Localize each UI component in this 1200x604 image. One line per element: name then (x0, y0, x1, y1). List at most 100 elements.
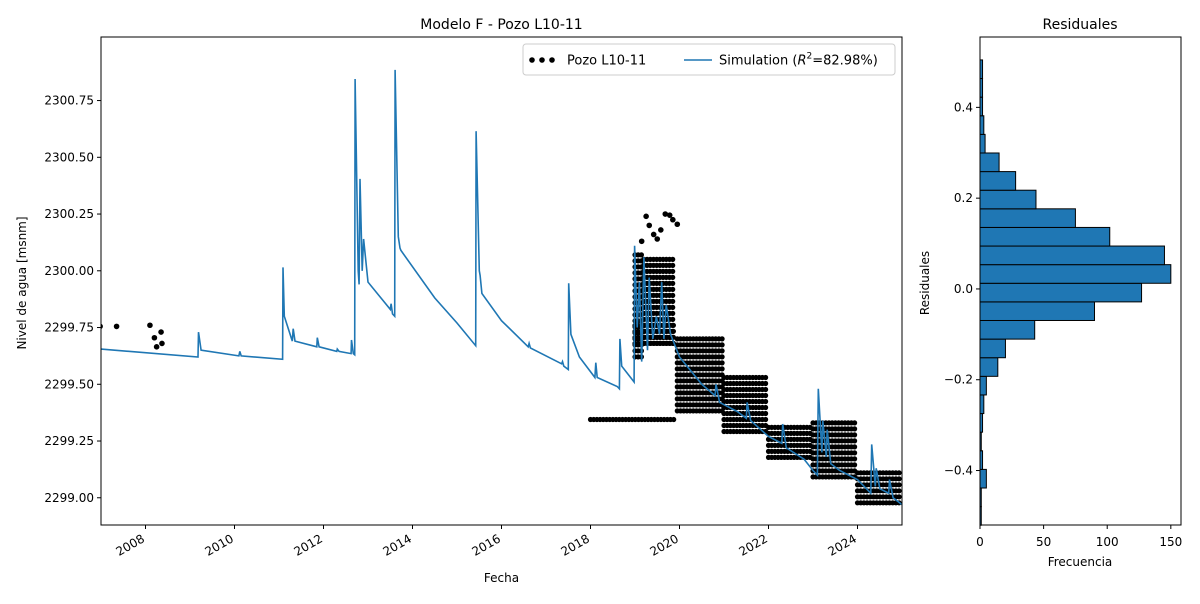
observed-marker (852, 456, 858, 462)
y-tick-label: −0.4 (944, 464, 973, 478)
main-y-axis: 2299.00 2299.25 2299.50 2299.75 2300.00 2300.… (44, 94, 101, 505)
legend-simulation-label: Simulation (R2=82.98%) (719, 52, 878, 69)
observed-marker (670, 328, 677, 334)
observed-point (654, 236, 661, 242)
observed-marker (763, 398, 769, 405)
observed-marker (763, 386, 769, 393)
histogram-bar (979, 301, 1095, 321)
histogram-bar (979, 357, 999, 377)
simulation-line (101, 69, 902, 506)
main-plot-area (101, 69, 902, 506)
observed-marker (763, 416, 769, 423)
observed-marker (896, 482, 902, 488)
legend-observed-label: Pozo L10-11 (567, 54, 646, 69)
observed-marker (670, 304, 676, 310)
x-tick-label: 150 (1159, 535, 1182, 549)
residuals-chart-title: Residuales (1042, 17, 1117, 33)
x-tick-label: 50 (1036, 535, 1051, 549)
observed-marker (670, 268, 676, 274)
histogram-bar (979, 264, 1172, 284)
histogram-bar (979, 468, 987, 489)
observed-point (153, 344, 160, 350)
observed-marker (896, 488, 902, 494)
y-tick-label: 0.4 (954, 100, 973, 114)
y-tick-label: 2299.50 (44, 377, 94, 391)
observed-marker (638, 252, 645, 258)
observed-marker-band (587, 416, 677, 423)
histogram-bar (979, 394, 985, 415)
observed-marker (670, 262, 676, 268)
residuals-x-axis-label: Frecuencia (1048, 555, 1113, 569)
observed-points (101, 211, 681, 350)
residuals-y-axis: −0.4 −0.2 0.0 0.2 0.4 (944, 100, 980, 478)
observed-marker (670, 274, 676, 280)
y-tick-label: 2300.00 (44, 264, 94, 278)
observed-marker (852, 426, 858, 432)
histogram-bar (979, 152, 1000, 173)
observed-point (646, 222, 653, 229)
observed-marker (719, 360, 725, 366)
observed-marker (896, 476, 902, 482)
histogram-bar (979, 208, 1076, 228)
observed-marker (670, 316, 676, 322)
y-tick-label: 0.0 (954, 282, 973, 296)
observed-point (151, 334, 158, 341)
observed-point (158, 329, 164, 335)
observed-marker (719, 354, 725, 360)
observed-marker-band (854, 470, 902, 506)
y-tick-label: 2299.25 (44, 434, 94, 448)
observed-marker (670, 322, 677, 328)
residuals-axes-frame (979, 36, 1182, 526)
y-tick-label: 2300.25 (44, 207, 94, 221)
observed-marker (671, 416, 677, 423)
histogram-bar (979, 226, 1111, 247)
observed-point (650, 231, 657, 238)
observed-marker (852, 462, 858, 468)
main-y-axis-label: Nivel de agua [msnm] (15, 216, 29, 349)
observed-marker (670, 286, 676, 292)
observed-point (670, 216, 676, 223)
histogram-bar (979, 319, 1036, 340)
observed-marker (670, 292, 676, 298)
observed-marker (670, 298, 676, 304)
observed-marker (719, 348, 725, 354)
legend: Pozo L10-11 Simulation (R2=82.98%) (522, 43, 896, 76)
observed-point (643, 213, 649, 220)
legend-simulation-sup: 2 (807, 52, 813, 62)
observed-marker (896, 470, 902, 476)
histogram-bar (979, 133, 986, 154)
observed-marker (763, 374, 769, 381)
histogram-bar (979, 245, 1165, 266)
observed-point (159, 340, 165, 347)
observed-marker (763, 404, 769, 411)
y-tick-label: 2299.00 (44, 491, 94, 505)
observed-point (147, 322, 153, 329)
observed-point (113, 323, 120, 330)
observed-point (658, 227, 664, 233)
observed-marker (719, 366, 725, 372)
histogram-bar (979, 282, 1143, 303)
observed-marker (719, 336, 725, 342)
legend-simulation-prefix: Simulation ( (719, 54, 797, 69)
observed-marker (670, 280, 676, 286)
histogram-bar (979, 115, 985, 135)
y-tick-label: 0.2 (954, 191, 973, 205)
observed-marker (852, 438, 858, 444)
x-tick-label: 0 (976, 535, 984, 549)
main-chart-title: Modelo F - Pozo L10-11 (420, 17, 582, 33)
residuals-y-axis-label: Residuales (918, 251, 932, 315)
observed-point (674, 221, 681, 228)
observed-marker (763, 392, 769, 399)
observed-point (662, 211, 669, 217)
residuals-histogram-bars (979, 59, 1172, 526)
observed-point (666, 212, 673, 218)
observed-marker (670, 310, 676, 316)
legend-simulation-suffix: =82.98%) (812, 54, 878, 69)
legend-observed-marker (529, 57, 555, 63)
observed-marker (852, 450, 858, 456)
observed-marker (852, 444, 858, 450)
observed-marker (852, 432, 858, 438)
y-tick-label: 2300.50 (44, 150, 94, 164)
observed-marker (670, 256, 676, 262)
